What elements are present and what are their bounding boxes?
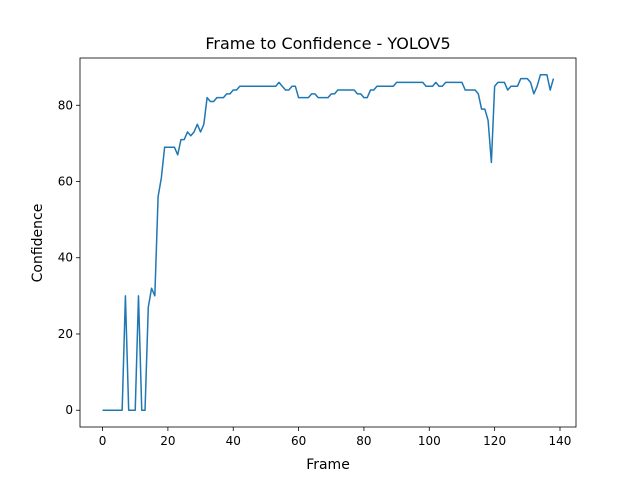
x-tick-label: 100 [418,434,441,448]
x-axis-label: Frame [306,457,350,473]
x-tick-label: 0 [99,434,107,448]
y-tick-label: 40 [58,251,73,265]
x-tick-label: 20 [160,434,175,448]
x-tick-label: 120 [483,434,506,448]
x-tick-label: 40 [226,434,241,448]
y-tick-label: 80 [58,98,73,112]
axes-frame [79,57,577,428]
x-tick-label: 140 [549,434,572,448]
y-tick-label: 60 [58,175,73,189]
data-line [102,74,555,411]
x-tick-label: 80 [356,434,371,448]
y-axis-label: Confidence [30,204,46,283]
chart-title: Frame to Confidence - YOLOV5 [205,34,450,53]
x-tick-label: 60 [291,434,306,448]
y-tick-label: 20 [58,327,73,341]
y-tick-label: 0 [65,403,73,417]
